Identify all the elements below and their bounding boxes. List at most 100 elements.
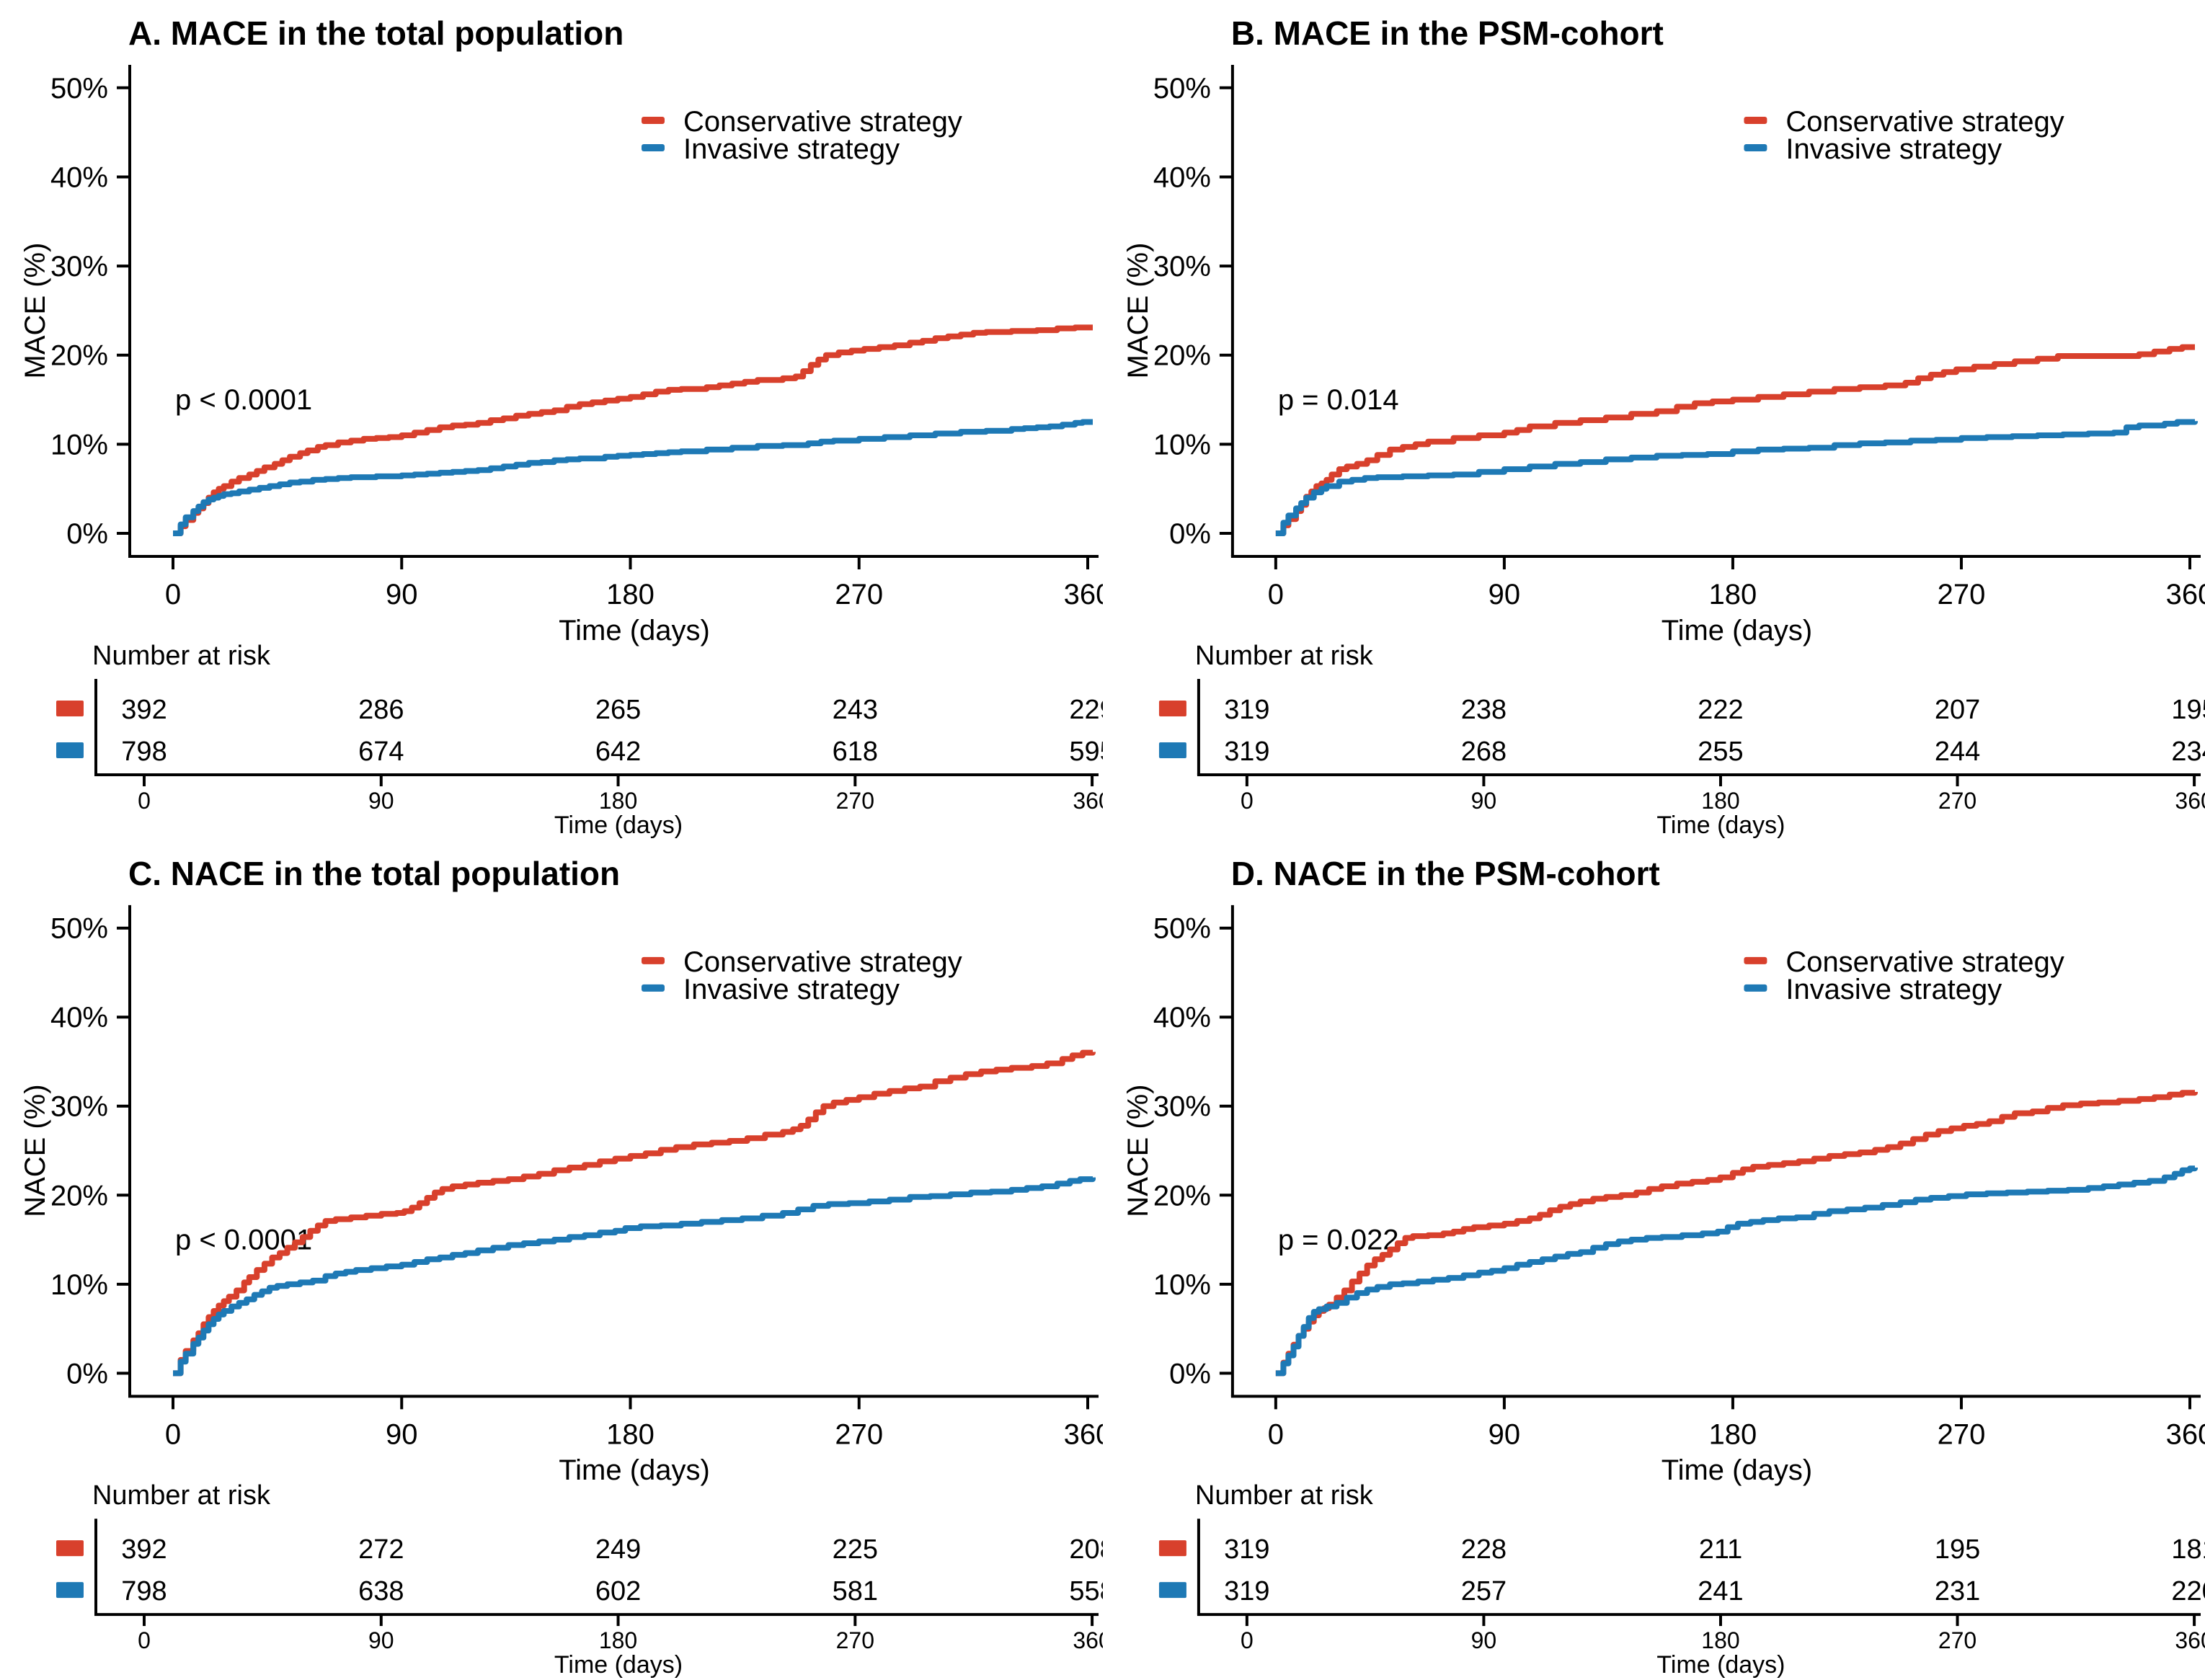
risk-marker-conservative [56, 701, 84, 716]
legend-swatch-conservative [642, 956, 665, 964]
survival-curves [173, 324, 1093, 536]
legend-label-conservative: Conservative strategy [683, 946, 962, 978]
risk-count: 249 [595, 1534, 641, 1565]
x-axis-title: Time (days) [559, 615, 710, 646]
risk-axis-tick-label: 90 [1471, 788, 1497, 814]
conservative-curve [1275, 344, 2196, 536]
y-tick-label: 20% [50, 1180, 108, 1212]
panel-title: D. NACE in the PSM-cohort [1231, 855, 1660, 892]
risk-count: 208 [1069, 1534, 1103, 1565]
risk-axis-tick-label: 90 [1471, 1627, 1497, 1653]
risk-table-header: Number at risk [1195, 641, 1374, 671]
x-axis-ticks: 0 90 180 270 360 [1268, 1396, 2205, 1450]
risk-table: Number at risk 319 228 211 195 181 319 257 241 2… [1158, 1480, 2205, 1679]
risk-table-header: Number at risk [92, 1480, 271, 1511]
risk-count: 207 [1935, 695, 1980, 725]
legend-swatch-conservative [642, 117, 665, 124]
y-tick-label: 20% [50, 340, 108, 372]
y-axis-ticks: 0% 10% 20% 30% 40% 50% [1153, 73, 1233, 550]
panel-c: C. NACE in the total population NACE (%)… [0, 840, 1103, 1680]
risk-marker-conservative [1158, 701, 1186, 716]
legend-label-invasive: Invasive strategy [683, 133, 900, 165]
x-axis: 0 90 180 270 360 Time (days) [1230, 555, 2205, 646]
risk-count: 319 [1224, 737, 1269, 767]
risk-axis-tick-label: 0 [1241, 788, 1254, 814]
risk-axis-tick-label: 270 [1938, 788, 1976, 814]
risk-marker-invasive [56, 742, 84, 758]
risk-axis-tick-label: 360 [1073, 788, 1103, 814]
risk-count: 558 [1069, 1576, 1103, 1606]
risk-table-header: Number at risk [1195, 1480, 1374, 1511]
risk-count: 231 [1935, 1576, 1980, 1606]
y-tick-label: 50% [1153, 73, 1211, 105]
risk-time-label: Time (days) [554, 1651, 683, 1679]
x-tick-label: 180 [606, 579, 655, 610]
risk-count: 195 [2171, 695, 2205, 725]
x-tick-label: 270 [1938, 1418, 1986, 1450]
legend: Conservative strategy Invasive strategy [642, 106, 962, 165]
panel-d-chart: D. NACE in the PSM-cohort NACE (%) 0% 10%… [1122, 855, 2205, 1679]
y-tick-label: 30% [50, 1091, 108, 1123]
risk-axis-tick-label: 270 [1938, 1627, 1976, 1653]
y-axis: NACE (%) 0% 10% 20% 30% 40% 50% [19, 905, 131, 1397]
x-tick-label: 270 [835, 579, 883, 610]
risk-count: 257 [1461, 1576, 1507, 1606]
x-tick-label: 180 [1709, 1418, 1757, 1450]
p-value: p = 0.014 [1278, 384, 1399, 416]
legend-label-invasive: Invasive strategy [1785, 974, 2002, 1005]
y-tick-label: 0% [66, 518, 108, 550]
y-axis-ticks: 0% 10% 20% 30% 40% 50% [1153, 913, 1233, 1390]
panel-c-chart: C. NACE in the total population NACE (%)… [19, 855, 1103, 1679]
risk-count: 319 [1224, 1534, 1269, 1565]
risk-axis-tick-label: 180 [599, 1627, 637, 1653]
x-tick-label: 270 [1938, 579, 1986, 610]
risk-axis-tick-label: 180 [599, 788, 637, 814]
panel-a: A. MACE in the total population MACE (%)… [0, 0, 1103, 840]
x-tick-label: 0 [165, 579, 181, 610]
risk-count: 241 [1698, 1576, 1743, 1606]
risk-count: 225 [833, 1534, 878, 1565]
legend-label-conservative: Conservative strategy [1785, 946, 2064, 978]
legend-label-invasive: Invasive strategy [683, 974, 900, 1005]
y-axis: MACE (%) 0% 10% 20% 30% 40% 50% [1122, 65, 1234, 556]
y-tick-label: 30% [1153, 251, 1211, 283]
legend-label-conservative: Conservative strategy [1785, 106, 2064, 138]
risk-count: 392 [121, 1534, 167, 1565]
risk-count: 286 [358, 695, 404, 725]
y-tick-label: 40% [1153, 1002, 1211, 1034]
risk-table-body: 319 238 222 207 195 319 268 255 244 234 0 90 180 270 3… [1158, 695, 2205, 814]
x-tick-label: 90 [386, 1418, 417, 1450]
y-axis-title: MACE (%) [19, 243, 51, 379]
invasive-curve [173, 1176, 1096, 1377]
y-tick-label: 50% [1153, 913, 1211, 945]
risk-axis-tick-label: 180 [1701, 1627, 1739, 1653]
x-axis-title: Time (days) [559, 1454, 710, 1486]
x-tick-label: 90 [1489, 1418, 1520, 1450]
y-axis-ticks: 0% 10% 20% 30% 40% 50% [50, 913, 130, 1390]
risk-marker-conservative [56, 1540, 84, 1557]
risk-marker-invasive [1158, 742, 1186, 758]
risk-count: 195 [1935, 1534, 1980, 1565]
x-tick-label: 270 [835, 1418, 883, 1450]
risk-axis-tick-label: 0 [138, 1627, 151, 1653]
risk-count: 581 [833, 1576, 878, 1606]
legend-label-conservative: Conservative strategy [683, 106, 962, 138]
risk-count: 243 [833, 695, 878, 725]
y-tick-label: 40% [50, 161, 108, 193]
legend-swatch-invasive [1744, 144, 1767, 151]
y-tick-label: 30% [50, 251, 108, 283]
y-axis: NACE (%) 0% 10% 20% 30% 40% 50% [1122, 905, 1234, 1397]
legend: Conservative strategy Invasive strategy [1744, 106, 2064, 165]
y-tick-label: 10% [50, 429, 108, 461]
risk-count: 229 [1069, 695, 1103, 725]
risk-axis-tick-label: 0 [138, 788, 151, 814]
risk-axis-tick-label: 360 [2175, 788, 2205, 814]
risk-time-label: Time (days) [554, 812, 683, 839]
survival-curves [1275, 1090, 2199, 1377]
risk-count: 272 [358, 1534, 404, 1565]
panel-a-chart: A. MACE in the total population MACE (%)… [19, 14, 1103, 839]
risk-count: 222 [1698, 695, 1743, 725]
y-tick-label: 0% [1169, 1358, 1211, 1390]
risk-axis-tick-label: 360 [2175, 1627, 2205, 1653]
